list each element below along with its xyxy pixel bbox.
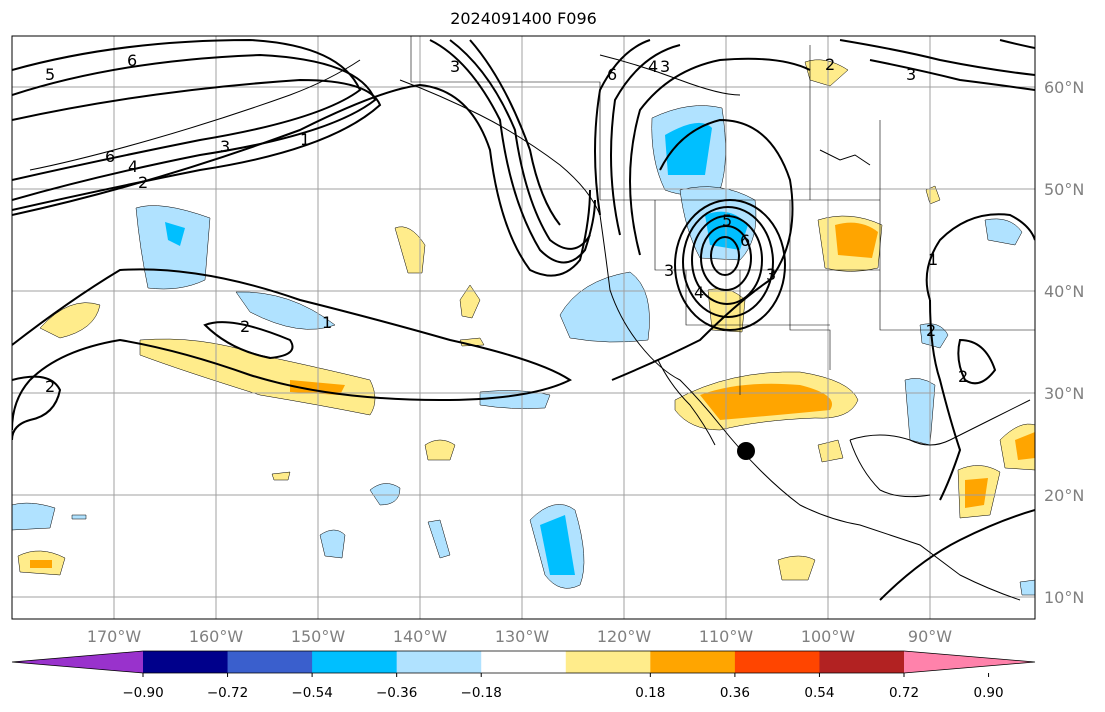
contour-label: 6 (607, 65, 617, 84)
lat-label: 50°N (1044, 180, 1084, 199)
contour-label: 3 (906, 65, 916, 84)
contour-label: 2 (926, 321, 936, 340)
contour-labels: 5 6 6 4 2 3 1 2 1 2 3 6 4 3 3 2 3 5 6 3 … (45, 51, 968, 396)
colorbar-bin (396, 651, 482, 673)
location-marker (737, 442, 755, 460)
map-frame (11, 35, 1036, 620)
contour-label: 2 (958, 367, 968, 386)
coastlines (29, 54, 1031, 601)
map-background (12, 36, 1035, 619)
colorbar-labels: −0.90 −0.72 −0.54 −0.36 −0.18 0.18 0.36 0.54 0.7… (122, 673, 1004, 701)
contour-label: 4 (128, 157, 138, 176)
contour-label: 3 (660, 57, 670, 76)
lat-label: 60°N (1044, 78, 1084, 97)
lon-label: 120°W (597, 627, 652, 646)
contour-label: 3 (450, 57, 460, 76)
lon-label: 90°W (908, 627, 952, 646)
graticule (12, 36, 1035, 619)
latitude-labels: 60°N 50°N 40°N 30°N 20°N 10°N (1044, 78, 1084, 607)
lon-label: 110°W (699, 627, 754, 646)
colorbar-tick-label: −0.18 (461, 685, 502, 701)
colorbar-bin (819, 651, 905, 673)
colorbar-bin (734, 651, 820, 673)
colorbar-tick-label: 0.36 (720, 685, 750, 701)
contour-label: 4 (694, 283, 704, 302)
colorbar-bin (650, 651, 736, 673)
contour-label: 6 (105, 147, 115, 166)
colorbar-tick-label: 0.54 (804, 685, 834, 701)
contour-label: 3 (220, 137, 230, 156)
colorbar-bin (143, 651, 229, 673)
colorbar-tick-label: −0.54 (291, 685, 332, 701)
colorbar-tick-label: −0.72 (207, 685, 248, 701)
contour-label: 2 (138, 173, 148, 192)
contour-label: 6 (127, 51, 137, 70)
colorbar-bin (565, 651, 651, 673)
political-boundaries (410, 36, 1035, 395)
contour-label: 5 (722, 211, 732, 230)
colorbar-tick-label: 0.18 (635, 685, 665, 701)
lon-label: 100°W (801, 627, 856, 646)
colorbar-tick-label: 0.90 (974, 685, 1004, 701)
contour-label: 1 (300, 130, 310, 149)
colorbar-bin (227, 651, 313, 673)
colorbar-extension-high (904, 651, 1035, 673)
contour-label: 1 (322, 313, 332, 332)
colorbar-extension-low (12, 651, 143, 673)
contour-label: 1 (928, 250, 938, 269)
contour-label: 3 (664, 261, 674, 280)
lat-label: 10°N (1044, 588, 1084, 607)
longitude-labels: 170°W 160°W 150°W 140°W 130°W 120°W 110°… (87, 627, 952, 646)
contour-label: 4 (648, 57, 658, 76)
colorbar-tick-label: −0.90 (122, 685, 163, 701)
contour-label: 6 (740, 231, 750, 250)
lon-label: 160°W (189, 627, 244, 646)
contour-label: 2 (240, 317, 250, 336)
lat-label: 20°N (1044, 486, 1084, 505)
lon-label: 140°W (393, 627, 448, 646)
lon-label: 170°W (87, 627, 142, 646)
lon-label: 130°W (495, 627, 550, 646)
lat-label: 40°N (1044, 282, 1084, 301)
colorbar (11, 650, 1036, 674)
contour-label: 3 (766, 265, 776, 284)
lon-label: 150°W (291, 627, 346, 646)
contour-lines (12, 38, 1035, 601)
contour-label: 2 (825, 55, 835, 74)
contour-label: 5 (45, 65, 55, 84)
colorbar-tick-label: −0.36 (376, 685, 417, 701)
colorbar-bin (481, 651, 567, 673)
map-title: 2024091400 F096 (450, 9, 597, 28)
lat-label: 30°N (1044, 384, 1084, 403)
contour-label: 2 (45, 377, 55, 396)
colorbar-bin (312, 651, 398, 673)
colorbar-tick-label: 0.72 (889, 685, 919, 701)
